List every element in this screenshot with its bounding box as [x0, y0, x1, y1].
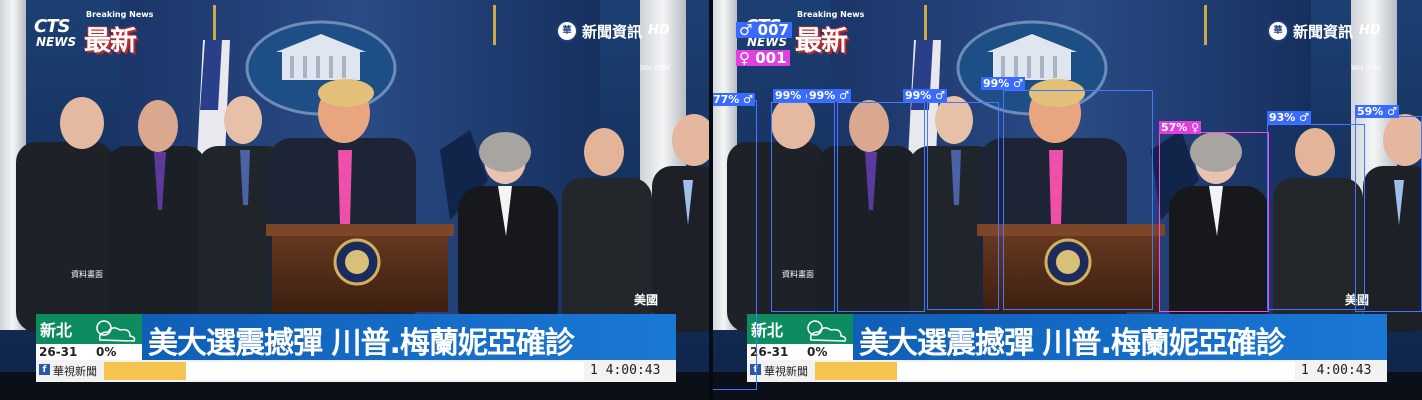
person-detection-box: [927, 102, 999, 310]
detection-label: 99% ♂: [807, 89, 852, 102]
person-detection-box: [837, 102, 925, 312]
headline-bar: [853, 314, 1387, 360]
partly-cloudy-icon: [807, 320, 847, 342]
detection-label: 99% ♂: [903, 89, 948, 102]
cts-logo-sub: NEWS: [36, 35, 77, 49]
file-footage-label: 資料畫面: [71, 270, 103, 279]
facebook-icon: f: [750, 364, 761, 375]
ticker-progress-fill: [104, 362, 186, 380]
detection-label: 77% ♂: [711, 93, 756, 106]
panel-divider: [709, 0, 713, 400]
weather-city: 新北: [751, 321, 784, 340]
weather-rain-chance: 0%: [807, 345, 828, 359]
breaking-news-label: Breaking News: [86, 10, 154, 19]
person-detection-box: [711, 100, 757, 390]
detection-frame-panel: CTS NEWS Breaking News 最新 華 新聞資訊 HD WH.G…: [711, 0, 1422, 400]
breaking-news-chinese: 最新: [84, 26, 137, 57]
detection-label-female: 57% ♀: [1159, 121, 1202, 134]
original-frame-panel: CTS NEWS Breaking News 最新 華 新聞資訊 HD WH.G…: [0, 0, 711, 400]
breaking-news-chinese: 最新: [795, 26, 848, 57]
ticker-progress-track: [104, 362, 584, 380]
detection-label: 93% ♂: [1267, 111, 1312, 124]
ticker-progress-fill: [815, 362, 897, 380]
detection-label: 99% ♂: [773, 89, 818, 102]
detection-label: 59% ♂: [1355, 105, 1400, 118]
cts-logo-sub: NEWS: [747, 35, 788, 49]
weather-temperature: 26-31: [39, 345, 78, 359]
person-detection-box: [771, 102, 835, 312]
cts-news-logo: CTS NEWS: [34, 16, 82, 52]
weather-temperature: 26-31: [750, 345, 789, 359]
person-detection-box: [1003, 90, 1153, 310]
weather-rain-chance: 0%: [96, 345, 117, 359]
broadcast-clock: 1 4:00:43: [1301, 363, 1372, 378]
person-detection-box-female: [1159, 132, 1269, 312]
news-headline: 美大選震撼彈 川普.梅蘭妮亞確診: [148, 326, 575, 361]
podium-seal-text: WH.GOV: [640, 64, 670, 72]
channel-logo-icon: 華: [1267, 20, 1289, 42]
weather-city: 新北: [40, 321, 73, 340]
male-count: ♂ 007: [736, 22, 792, 38]
breaking-news-label: Breaking News: [797, 10, 865, 19]
broadcast-clock: 1 4:00:43: [590, 363, 661, 378]
facebook-page-name: 華視新聞: [764, 365, 808, 378]
facebook-icon: f: [39, 364, 50, 375]
location-label: 美國: [1345, 293, 1370, 307]
podium-seal-text: WH.GOV: [1351, 64, 1381, 72]
female-count: ♀ 001: [736, 50, 790, 66]
channel-name: 新聞資訊: [582, 23, 643, 41]
location-label: 美國: [634, 293, 659, 307]
person-detection-box: [1355, 116, 1422, 312]
detection-label: 99% ♂: [981, 77, 1026, 90]
news-headline: 美大選震撼彈 川普.梅蘭妮亞確診: [859, 326, 1286, 361]
channel-name: 新聞資訊: [1293, 23, 1354, 41]
headline-bar: [142, 314, 676, 360]
ticker-progress-track: [815, 362, 1295, 380]
cts-logo-text: CTS: [34, 16, 70, 37]
person-detection-box: [1267, 124, 1365, 310]
channel-hd-badge: HD: [648, 23, 670, 38]
file-footage-label: 資料畫面: [782, 270, 814, 279]
partly-cloudy-icon: [96, 320, 136, 342]
facebook-page-name: 華視新聞: [53, 365, 97, 378]
channel-hd-badge: HD: [1359, 23, 1381, 38]
channel-logo-icon: 華: [556, 20, 578, 42]
